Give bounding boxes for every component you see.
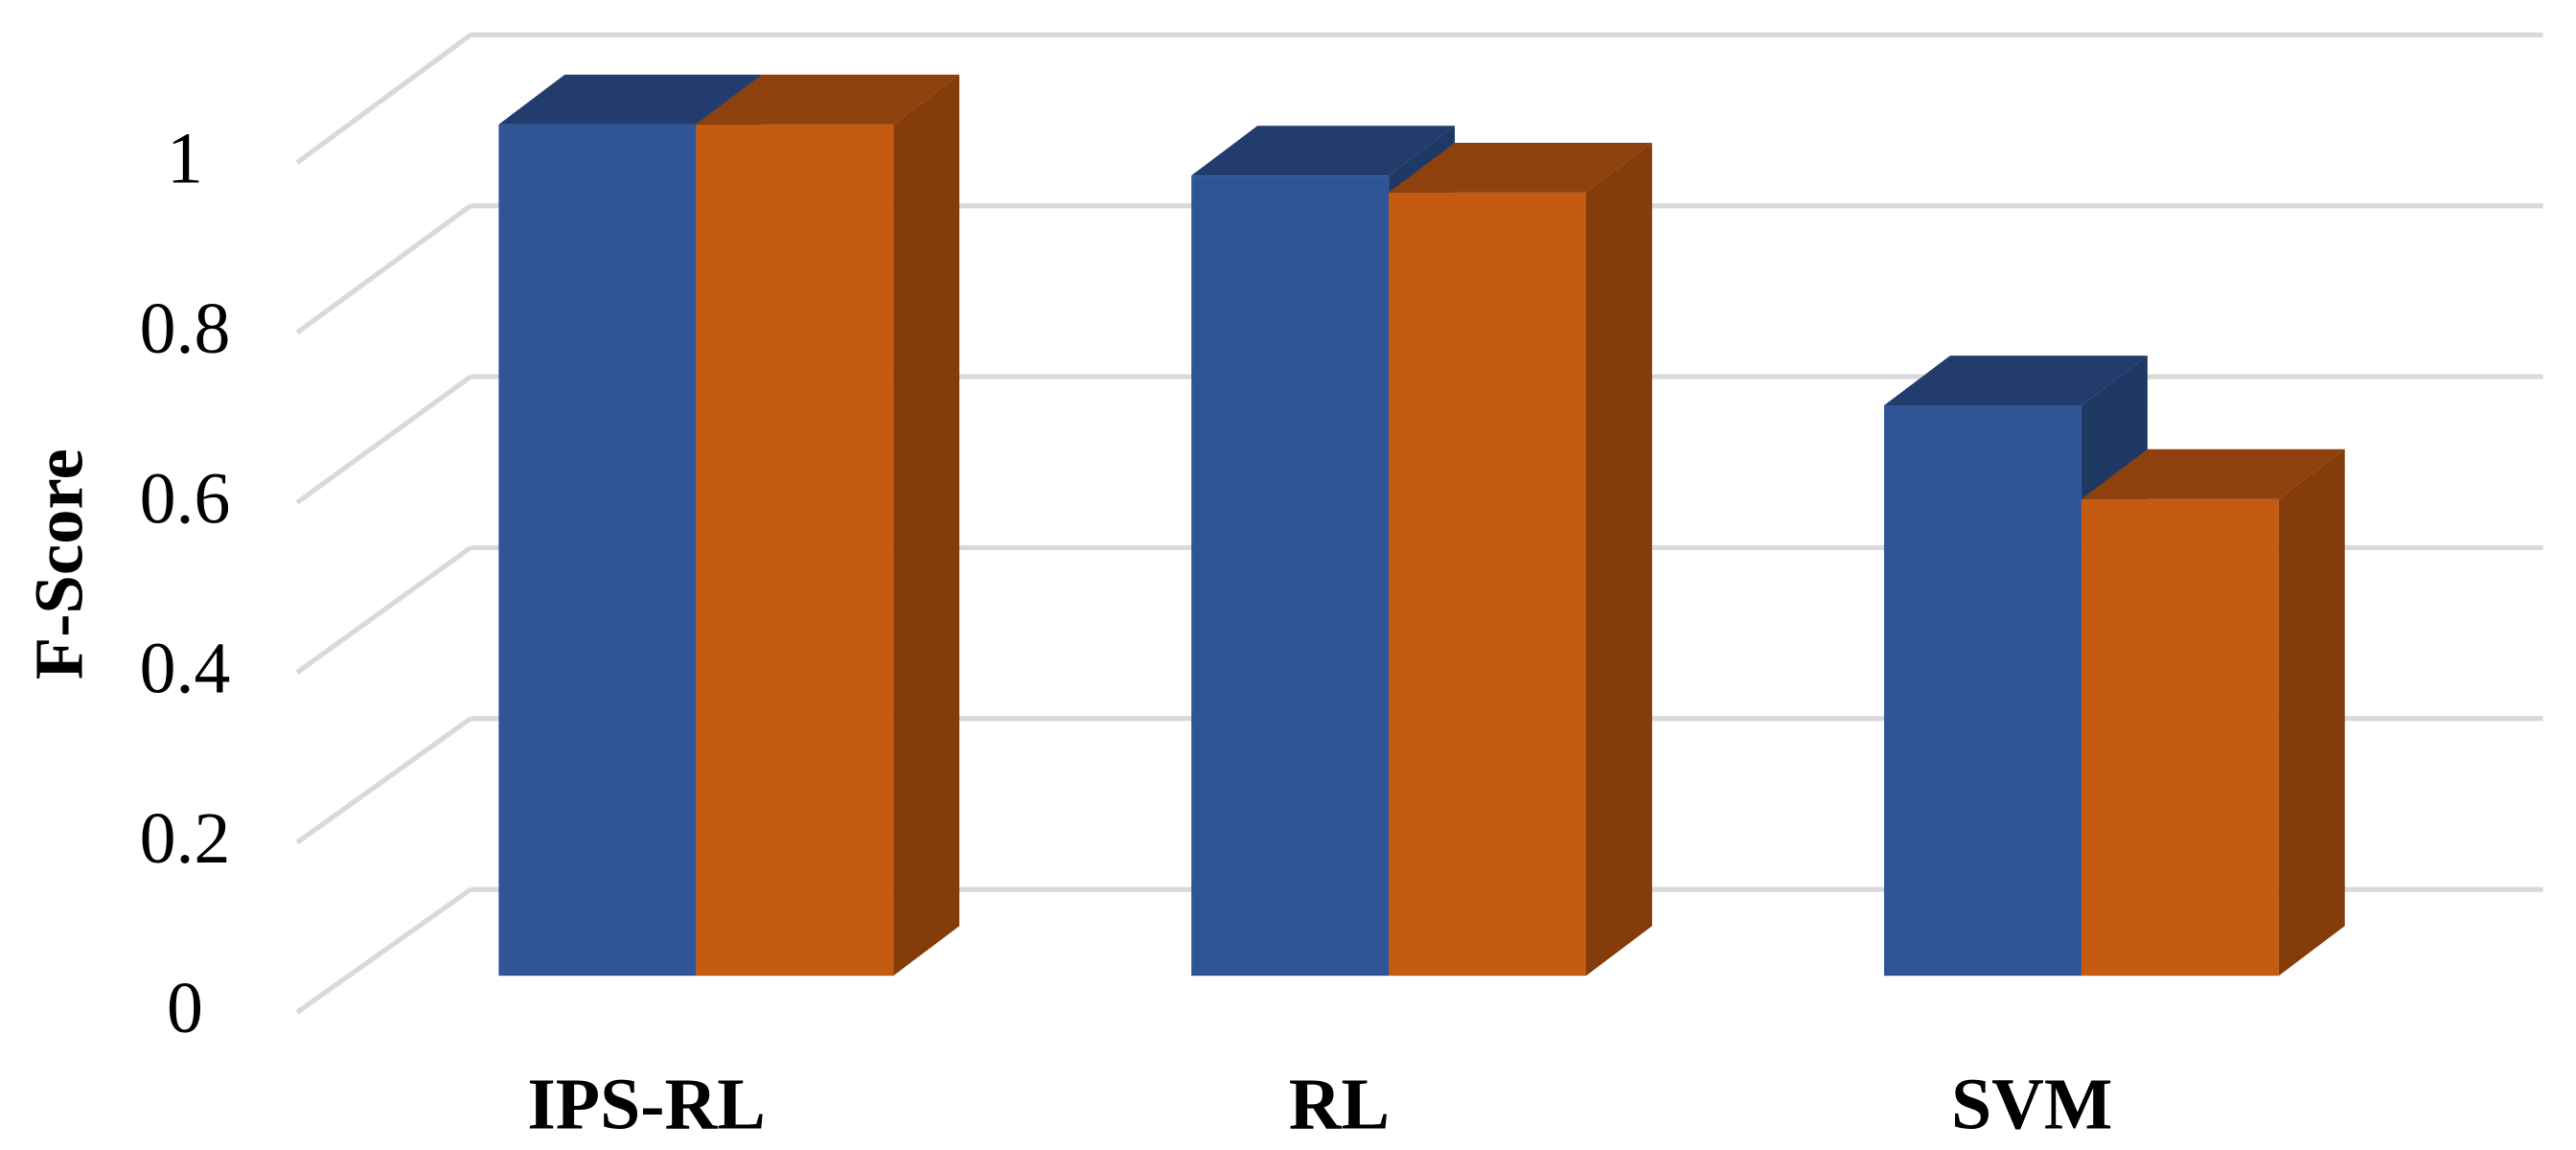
- grid-line-side: [295, 33, 472, 165]
- y-tick-label: 1: [167, 118, 203, 198]
- grid-line-side: [295, 374, 472, 505]
- bar-side: [1586, 142, 1652, 977]
- grid-line-side: [295, 887, 472, 1015]
- bar-front: [1884, 405, 2082, 977]
- bar-front: [696, 124, 894, 977]
- bar-top: [2081, 448, 2345, 499]
- x-tick-label: SVM: [1951, 1064, 2112, 1144]
- y-tick-label: 0.8: [140, 288, 231, 369]
- bar-front: [1191, 175, 1390, 977]
- x-tick-label: IPS-RL: [527, 1064, 766, 1144]
- bar-top: [498, 74, 763, 125]
- grid-line-side: [295, 203, 472, 335]
- y-tick-label: 0.6: [140, 458, 231, 539]
- bar-front: [1389, 192, 1587, 977]
- bar-top: [1389, 142, 1652, 193]
- bar-front: [2081, 498, 2279, 977]
- y-tick-label: 0: [167, 968, 203, 1048]
- y-axis-label: F-Score: [20, 448, 98, 679]
- grid-line-side: [295, 545, 472, 675]
- bar-side: [2278, 448, 2345, 977]
- y-tick-label: 0.4: [140, 628, 231, 708]
- bar-top: [696, 74, 960, 125]
- grid-line-side: [295, 716, 472, 845]
- y-tick-label: 0.2: [140, 798, 231, 879]
- x-tick-label: RL: [1289, 1064, 1390, 1144]
- bar-front: [498, 124, 697, 977]
- bar-side: [893, 74, 960, 977]
- bar-top: [1191, 126, 1456, 176]
- bar-top: [1884, 356, 2148, 406]
